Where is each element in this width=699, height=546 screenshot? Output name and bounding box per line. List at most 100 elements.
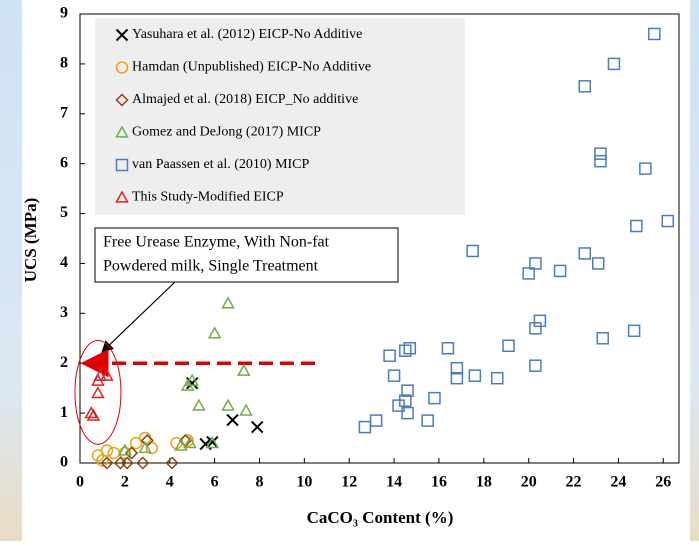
point bbox=[607, 57, 621, 71]
y-tick-label: 7 bbox=[60, 104, 68, 121]
point bbox=[86, 408, 101, 421]
point bbox=[174, 438, 188, 451]
point bbox=[91, 373, 105, 386]
point bbox=[100, 444, 114, 457]
point bbox=[450, 371, 464, 385]
point bbox=[648, 27, 661, 41]
y-tick-label: 5 bbox=[60, 204, 68, 221]
point bbox=[221, 296, 235, 309]
point bbox=[468, 369, 482, 382]
point bbox=[529, 359, 542, 372]
point bbox=[236, 363, 251, 376]
point bbox=[226, 413, 239, 427]
point bbox=[428, 391, 441, 405]
x-tick-label: 10 bbox=[296, 474, 312, 491]
legend-marker bbox=[115, 125, 129, 138]
x-tick-label: 6 bbox=[211, 474, 219, 491]
point bbox=[369, 414, 383, 427]
y-tick-label: 4 bbox=[60, 254, 68, 271]
legend-box bbox=[95, 18, 465, 215]
point bbox=[383, 349, 396, 362]
point bbox=[596, 332, 609, 345]
x-tick-label: 12 bbox=[341, 474, 357, 491]
x-tick-label: 0 bbox=[76, 474, 84, 491]
point bbox=[401, 406, 414, 420]
point bbox=[630, 219, 643, 233]
x-tick-label: 8 bbox=[255, 474, 263, 491]
x-tick-label: 20 bbox=[521, 474, 537, 491]
x-tick-label: 2 bbox=[121, 474, 129, 491]
point bbox=[358, 420, 372, 434]
point bbox=[392, 399, 405, 412]
x-tick-label: 26 bbox=[655, 474, 671, 491]
plot-frame bbox=[79, 13, 680, 464]
legend-marker bbox=[115, 28, 129, 42]
point bbox=[594, 154, 607, 168]
legend-label: This Study-Modified EICP bbox=[132, 190, 284, 205]
point bbox=[578, 80, 592, 93]
point bbox=[661, 214, 675, 228]
legend-marker bbox=[115, 190, 129, 203]
point bbox=[118, 446, 132, 460]
y-tick-label: 6 bbox=[60, 154, 68, 171]
point bbox=[120, 456, 134, 470]
annotation-box bbox=[94, 227, 399, 283]
point bbox=[553, 264, 567, 278]
point bbox=[165, 456, 179, 470]
point bbox=[591, 257, 605, 270]
point bbox=[491, 371, 504, 385]
point bbox=[185, 373, 199, 386]
legend-label: Hamdan (Unpublished) EICP-No Additive bbox=[132, 60, 371, 75]
point bbox=[239, 403, 253, 416]
point bbox=[450, 361, 464, 375]
point bbox=[181, 434, 194, 447]
legend-marker bbox=[115, 93, 129, 107]
point bbox=[578, 247, 592, 260]
y-tick-label: 3 bbox=[60, 304, 68, 321]
legend-label: Almajed et al. (2018) EICP_No additive bbox=[132, 92, 358, 107]
point bbox=[183, 435, 197, 449]
point bbox=[136, 456, 150, 470]
point bbox=[100, 368, 114, 381]
point bbox=[529, 322, 542, 335]
point bbox=[403, 342, 417, 355]
x-tick-label: 22 bbox=[566, 474, 582, 491]
y-tick-label: 8 bbox=[60, 55, 68, 72]
point bbox=[96, 454, 109, 467]
legend-marker bbox=[115, 61, 129, 74]
x-tick-label: 18 bbox=[476, 474, 492, 491]
point bbox=[401, 384, 414, 397]
point bbox=[441, 342, 455, 355]
point bbox=[639, 162, 652, 175]
x-axis-title: CaCO₃ Content (%) bbox=[307, 508, 454, 527]
point bbox=[192, 398, 206, 411]
x-tick-label: 24 bbox=[610, 474, 626, 491]
x-tick-label: 14 bbox=[386, 474, 402, 491]
legend-marker bbox=[115, 158, 129, 172]
y-tick-label: 2 bbox=[60, 354, 68, 371]
point bbox=[118, 443, 132, 456]
point bbox=[100, 456, 114, 470]
point bbox=[533, 314, 547, 328]
annotation-text: Free Urease Enzyme, With Non-fat bbox=[103, 234, 330, 251]
point bbox=[138, 440, 152, 454]
x-tick-label: 4 bbox=[166, 474, 174, 491]
point bbox=[627, 324, 641, 338]
point bbox=[502, 339, 515, 353]
annotation-arrow bbox=[101, 281, 176, 353]
point bbox=[522, 267, 535, 280]
point bbox=[207, 326, 222, 339]
point bbox=[251, 420, 264, 434]
point bbox=[399, 344, 412, 357]
y-tick-label: 1 bbox=[60, 404, 68, 421]
point bbox=[387, 369, 401, 382]
y-tick-label: 0 bbox=[60, 454, 68, 471]
point bbox=[529, 257, 542, 270]
y-axis-title: UCS (MPa) bbox=[21, 198, 40, 283]
point bbox=[421, 414, 434, 427]
point bbox=[466, 244, 479, 258]
legend-label: van Paassen et al. (2010) MICP bbox=[132, 157, 310, 172]
x-tick-label: 16 bbox=[431, 474, 447, 491]
point bbox=[205, 435, 220, 449]
